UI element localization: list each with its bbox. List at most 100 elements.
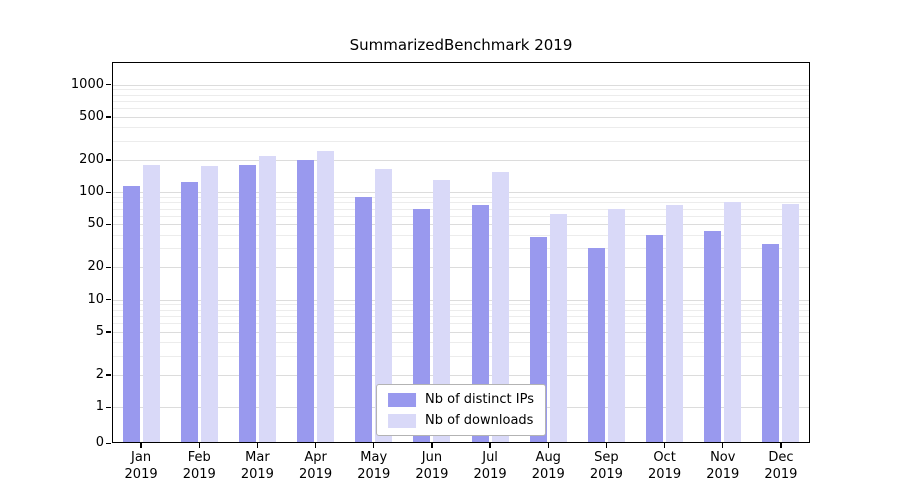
gridline	[112, 323, 810, 325]
x-tick-mark	[198, 443, 200, 448]
y-tick-label: 100	[79, 184, 104, 199]
bar-distinct-ips-jul	[471, 205, 489, 443]
x-tick-mark	[256, 443, 259, 448]
x-tick-mark	[663, 443, 666, 448]
x-tick-mark	[605, 443, 608, 448]
y-tick-label: 500	[79, 108, 104, 124]
x-tick-label-sep: Sep 2019	[589, 450, 623, 482]
y-tick-mark	[106, 159, 111, 161]
y-tick-label: 0	[95, 435, 104, 450]
x-tick-label-jul: Jul 2019	[473, 450, 507, 482]
legend-entry-downloads: Nb of downloads	[388, 413, 534, 428]
x-axis-labels: Jan 2019 Feb 2019 Mar 2019 Apr 2019 May 2019 Jun 20…	[112, 449, 810, 489]
x-tick-mark	[373, 443, 375, 448]
x-tick-mark	[431, 443, 433, 448]
y-tick-label: 50	[87, 216, 104, 232]
legend-label-downloads: Nb of downloads	[425, 413, 534, 428]
bar-downloads-may	[375, 168, 393, 443]
x-tick-mark	[780, 443, 782, 448]
y-tick-mark	[106, 442, 111, 444]
gridline	[112, 342, 810, 344]
gridline	[112, 192, 810, 193]
x-tick-mark	[140, 443, 142, 448]
plot-area: Nb of distinct IPs Nb of downloads	[106, 62, 810, 448]
x-tick-mark	[722, 443, 724, 448]
gridline	[112, 196, 810, 198]
gridline	[112, 234, 810, 236]
gridline	[112, 202, 810, 204]
gridline	[112, 355, 810, 357]
gridline	[112, 127, 810, 129]
y-tick-mark	[106, 223, 111, 226]
gridline	[112, 89, 810, 91]
bar-downloads-aug	[549, 213, 567, 443]
x-tick-mark	[547, 443, 549, 448]
x-tick-label-aug: Aug 2019	[531, 450, 565, 482]
x-tick-label-may: May 2019	[357, 450, 391, 482]
gridline	[112, 84, 810, 86]
x-tick-label-nov: Nov 2019	[706, 450, 740, 482]
y-tick-mark	[106, 84, 111, 86]
x-tick-label-feb: Feb 2019	[182, 450, 216, 482]
bar-downloads-oct	[666, 205, 684, 443]
legend-swatch-downloads	[388, 413, 417, 428]
x-tick-mark	[489, 443, 491, 448]
gridline	[112, 248, 810, 250]
bar-distinct-ips-nov	[704, 231, 722, 443]
y-tick-mark	[106, 406, 111, 408]
bar-distinct-ips-mar	[238, 164, 256, 443]
gridline	[112, 309, 810, 311]
chart-title: SummarizedBenchmark 2019	[349, 36, 573, 54]
x-tick-mark	[314, 443, 317, 448]
gridline	[112, 159, 810, 161]
gridline	[112, 140, 810, 142]
bar-downloads-jul	[491, 171, 509, 443]
bar-distinct-ips-sep	[587, 248, 605, 443]
y-tick-label: 20	[87, 259, 104, 275]
bar-downloads-jun	[433, 179, 451, 443]
bar-downloads-mar	[258, 156, 276, 443]
legend-swatch-distinct-ips	[388, 392, 417, 407]
bar-distinct-ips-oct	[646, 234, 664, 443]
bar-downloads-jan	[142, 164, 160, 443]
y-tick-label: 10	[87, 291, 104, 307]
y-tick-mark	[106, 191, 111, 193]
x-tick-label-jan: Jan 2019	[124, 450, 158, 482]
bar-distinct-ips-dec	[762, 243, 780, 443]
gridline	[112, 316, 810, 318]
y-tick-mark	[106, 374, 111, 376]
gridline	[112, 101, 810, 103]
y-tick-label: 2	[95, 366, 104, 382]
y-tick-label: 200	[79, 151, 104, 167]
legend: Nb of distinct IPs Nb of downloads	[376, 384, 546, 436]
bar-distinct-ips-feb	[180, 181, 198, 443]
bar-downloads-sep	[607, 208, 625, 443]
y-tick-mark	[106, 331, 111, 333]
gridline	[112, 208, 810, 210]
gridline	[112, 116, 810, 118]
y-tick-mark	[106, 116, 111, 118]
gridline	[112, 331, 810, 333]
gridline	[112, 108, 810, 110]
bar-downloads-feb	[200, 165, 218, 443]
gridline	[112, 304, 810, 306]
y-tick-label: 1000	[70, 76, 104, 92]
gridline	[112, 224, 810, 226]
y-tick-label: 1	[95, 399, 104, 414]
x-tick-label-oct: Oct 2019	[648, 450, 682, 482]
x-tick-label-mar: Mar 2019	[240, 450, 274, 482]
y-tick-label: 5	[95, 323, 104, 339]
bar-distinct-ips-apr	[297, 159, 315, 443]
gridline	[112, 374, 810, 376]
legend-entry-distinct-ips: Nb of distinct IPs	[388, 392, 534, 407]
bar-distinct-ips-may	[355, 196, 373, 443]
y-axis-labels: 0 1 2 5 10 20 50 100 200 500 1000	[0, 62, 104, 451]
gridline	[112, 299, 810, 301]
bar-downloads-apr	[317, 151, 335, 443]
x-tick-label-dec: Dec 2019	[764, 450, 798, 482]
gridline	[112, 267, 810, 269]
bar-downloads-nov	[724, 202, 742, 443]
bar-distinct-ips-jan	[122, 185, 140, 443]
bar-downloads-dec	[782, 203, 800, 443]
